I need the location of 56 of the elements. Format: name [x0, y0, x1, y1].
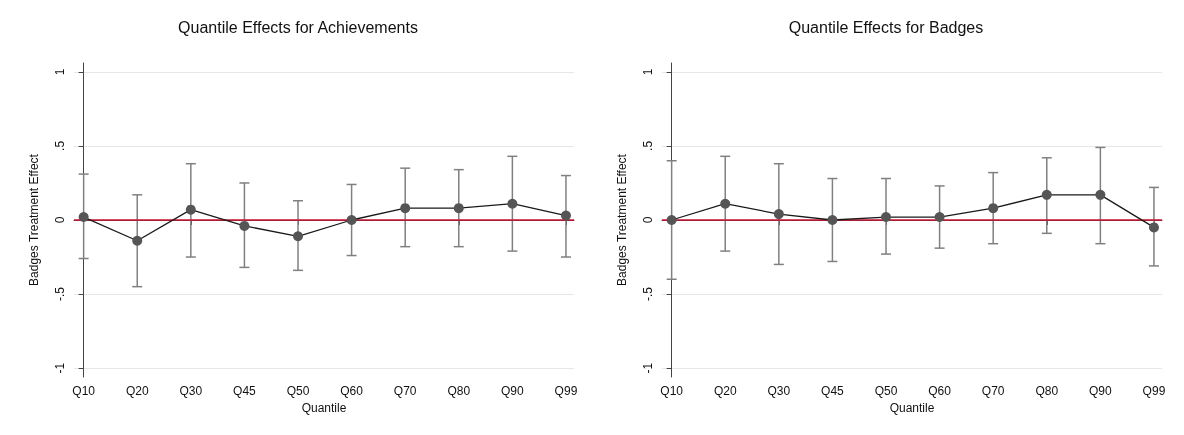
point [78, 212, 89, 223]
y-axis-title: Badges Treatment Effect [615, 153, 629, 286]
y-tick-label: 1 [53, 68, 67, 76]
y-tick-label: 0 [53, 216, 67, 224]
x-tick-label: Q20 [713, 384, 737, 398]
x-tick-label: Q90 [1089, 384, 1113, 398]
x-axis-title: Quantile [301, 400, 347, 415]
point [1041, 189, 1052, 200]
y-tick-label: 1 [641, 68, 655, 76]
point [1148, 222, 1159, 233]
y-tick-label: .5 [53, 140, 67, 151]
point [934, 212, 945, 223]
point [881, 212, 892, 223]
x-tick-label: Q80 [1035, 384, 1059, 398]
x-tick-label: Q30 [179, 384, 203, 398]
point [507, 198, 518, 209]
point [400, 203, 411, 214]
x-tick-label: Q45 [821, 384, 845, 398]
point [773, 209, 784, 220]
point [132, 235, 143, 246]
point [453, 203, 464, 214]
x-tick-label: Q99 [1142, 384, 1166, 398]
x-tick-label: Q60 [928, 384, 952, 398]
chart-title: Quantile Effects for Achievements [178, 18, 418, 36]
point [560, 210, 571, 221]
chart-title: Quantile Effects for Badges [788, 18, 984, 36]
x-tick-label: Q80 [447, 384, 471, 398]
x-tick-label: Q20 [125, 384, 149, 398]
x-axis-title: Quantile [889, 400, 935, 415]
point [988, 203, 999, 214]
x-tick-label: Q50 [286, 384, 310, 398]
x-tick-label: Q50 [874, 384, 898, 398]
x-tick-label: Q99 [554, 384, 578, 398]
y-axis-title: Badges Treatment Effect [27, 153, 41, 286]
y-tick-label: -.5 [53, 286, 67, 302]
point [185, 204, 196, 215]
point [1095, 189, 1106, 200]
y-tick-label: -1 [641, 362, 655, 374]
point [827, 215, 838, 225]
x-tick-label: Q45 [233, 384, 257, 398]
y-tick-label: 0 [641, 216, 655, 224]
point [293, 231, 304, 242]
x-tick-label: Q60 [340, 384, 364, 398]
point [720, 198, 731, 209]
y-tick-label: .5 [641, 140, 655, 151]
x-tick-label: Q10 [660, 384, 684, 398]
point [346, 215, 357, 225]
x-tick-label: Q10 [72, 384, 96, 398]
x-tick-label: Q70 [981, 384, 1005, 398]
point [666, 215, 677, 225]
point [239, 220, 250, 231]
x-tick-label: Q70 [393, 384, 417, 398]
x-tick-label: Q90 [501, 384, 525, 398]
y-tick-label: -.5 [641, 286, 655, 302]
x-tick-label: Q30 [767, 384, 791, 398]
y-tick-label: -1 [53, 362, 67, 374]
